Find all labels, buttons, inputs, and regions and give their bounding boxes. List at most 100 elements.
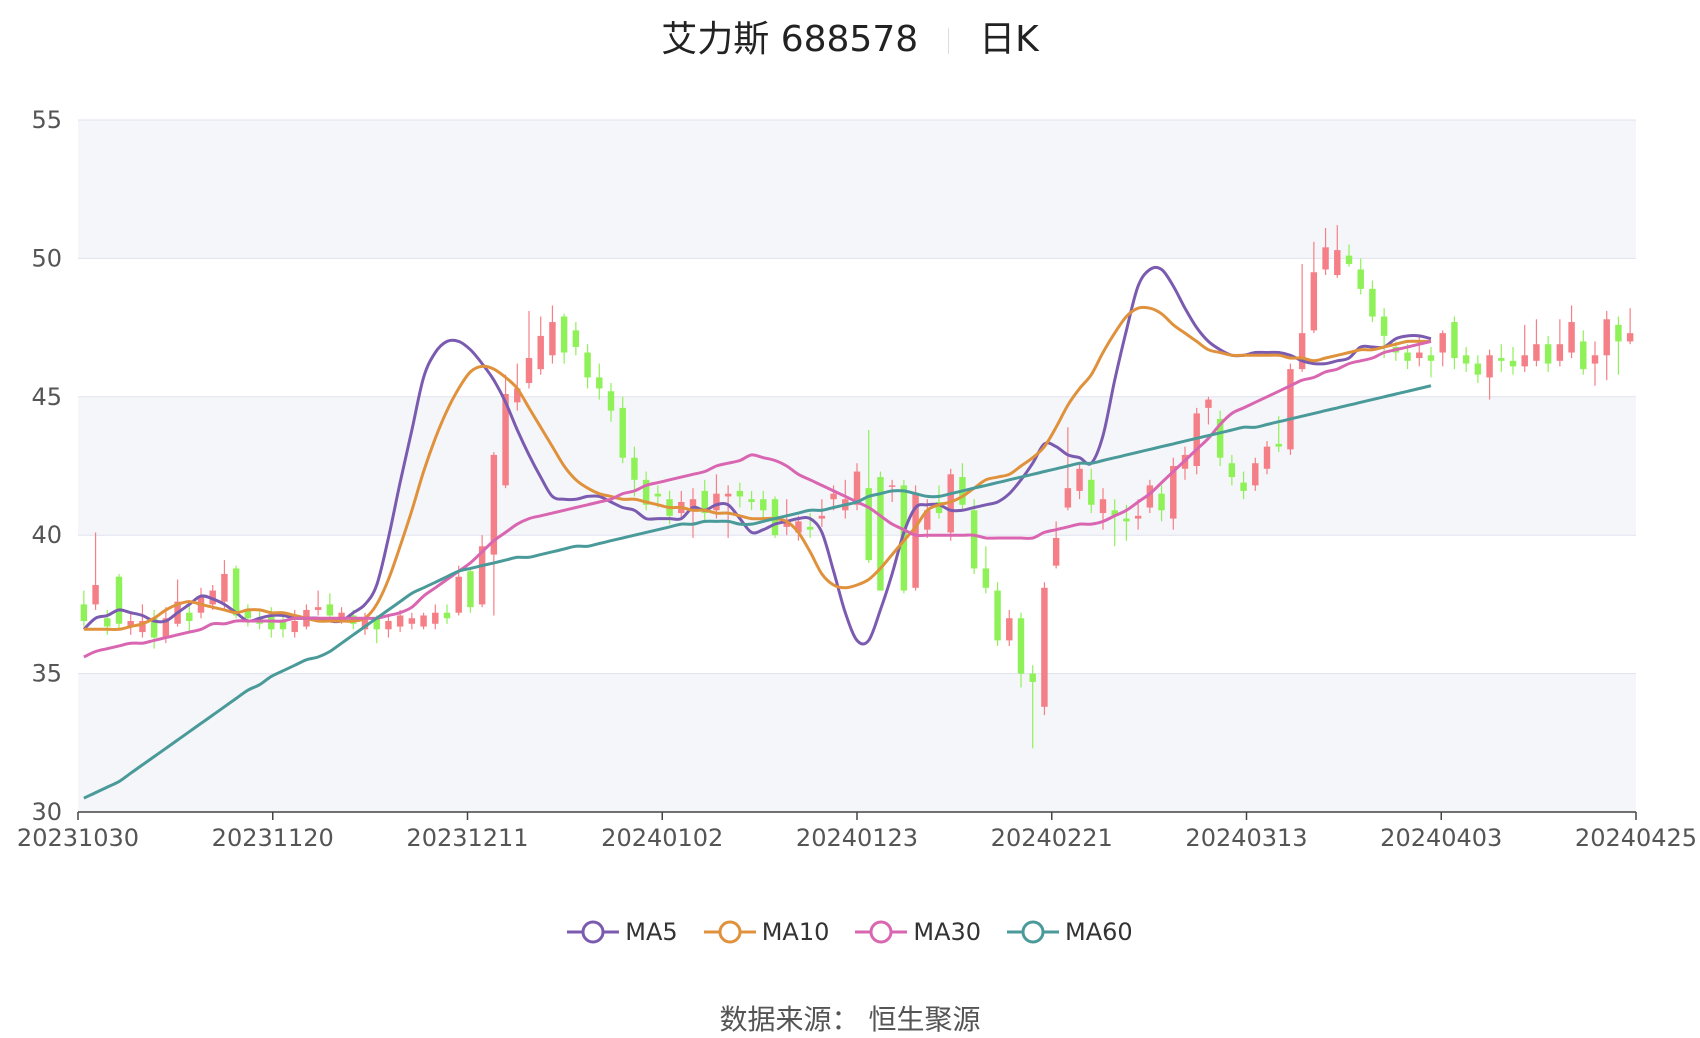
candle-body bbox=[1345, 255, 1353, 264]
candle-body bbox=[900, 485, 908, 591]
kline-chart: 30 35 40 45 50 55 20231030 20231120 20231211 2024… bbox=[17, 106, 1697, 852]
candle-body bbox=[1146, 485, 1154, 508]
legend-label: MA30 bbox=[913, 918, 982, 946]
candle-body bbox=[1170, 466, 1177, 519]
x-tick-label: 20231030 bbox=[17, 824, 139, 852]
candle-body bbox=[1591, 355, 1599, 364]
candle-body bbox=[1052, 537, 1060, 566]
candle-body bbox=[830, 493, 837, 500]
candle-body bbox=[877, 477, 884, 591]
legend-marker bbox=[855, 920, 908, 944]
candle-body bbox=[361, 618, 369, 630]
candle-body bbox=[1275, 443, 1282, 447]
x-tick-label: 20240313 bbox=[1185, 824, 1307, 852]
candle-body bbox=[1521, 355, 1528, 367]
candle-body bbox=[1216, 418, 1224, 458]
candle-body bbox=[1580, 341, 1587, 370]
candle-body bbox=[1369, 288, 1376, 317]
y-tick-label: 35 bbox=[31, 660, 62, 688]
candle-body bbox=[584, 352, 591, 378]
candle-body bbox=[783, 521, 790, 527]
candle-body bbox=[549, 322, 556, 356]
x-tick-label: 20240403 bbox=[1380, 824, 1502, 852]
candle-body bbox=[514, 388, 521, 403]
x-tick-label: 20240123 bbox=[796, 824, 918, 852]
candle-body bbox=[994, 590, 1001, 641]
chart-title: 艾力斯 688578 日K bbox=[0, 10, 1700, 62]
candle-body bbox=[432, 612, 439, 624]
legend-item-ma60[interactable]: MA60 bbox=[1007, 918, 1133, 946]
candle-body bbox=[935, 501, 943, 514]
candle-body bbox=[924, 510, 931, 530]
legend-marker bbox=[1007, 920, 1060, 944]
candle-body bbox=[478, 546, 486, 605]
candle-body bbox=[1076, 468, 1083, 491]
candle-body bbox=[654, 493, 662, 497]
x-tick-label: 20240221 bbox=[991, 824, 1113, 852]
candle-body bbox=[1088, 479, 1095, 505]
candle-body bbox=[443, 612, 451, 619]
legend-label: MA10 bbox=[761, 918, 830, 946]
candle-body bbox=[1533, 344, 1540, 361]
candle-body bbox=[150, 618, 158, 638]
candle-body bbox=[1568, 322, 1575, 353]
legend-item-ma30[interactable]: MA30 bbox=[855, 918, 981, 946]
candle-body bbox=[396, 615, 404, 627]
candle-body bbox=[525, 358, 533, 383]
candle-body bbox=[537, 335, 544, 370]
candle-body bbox=[1158, 493, 1165, 511]
candle-body bbox=[408, 618, 416, 624]
candle-body bbox=[314, 607, 322, 610]
candle-body bbox=[1474, 363, 1482, 375]
candle-body bbox=[455, 576, 462, 613]
title-separator bbox=[948, 28, 950, 54]
candle-body bbox=[1462, 355, 1470, 364]
candle-body bbox=[1263, 446, 1271, 469]
y-tick-label: 30 bbox=[31, 798, 62, 826]
candle-body bbox=[736, 490, 744, 497]
legend-item-ma10[interactable]: MA10 bbox=[703, 918, 830, 946]
candle-body bbox=[1123, 518, 1130, 522]
candle-body bbox=[1615, 324, 1622, 342]
candle-body bbox=[1134, 515, 1142, 519]
candle-body bbox=[326, 604, 334, 616]
legend: MA5 MA10 MA30 MA60 bbox=[0, 918, 1700, 946]
candle-body bbox=[1252, 463, 1259, 486]
candle-body bbox=[420, 615, 427, 627]
candle-body bbox=[689, 499, 697, 508]
candle-body bbox=[1298, 333, 1306, 370]
candle-body bbox=[1287, 369, 1294, 450]
legend-label: MA5 bbox=[625, 918, 678, 946]
y-tick-label: 55 bbox=[31, 106, 62, 134]
legend-item-ma5[interactable]: MA5 bbox=[567, 918, 678, 946]
candle-body bbox=[701, 490, 708, 514]
candle-body bbox=[642, 479, 650, 505]
candle-body bbox=[80, 604, 88, 622]
candle-body bbox=[631, 457, 638, 480]
candle-body bbox=[232, 568, 240, 616]
candle-body bbox=[1427, 355, 1435, 361]
candle-body bbox=[1228, 463, 1236, 478]
stock-code: 688578 bbox=[780, 19, 919, 60]
candle-body bbox=[596, 377, 603, 389]
candle-body bbox=[1556, 344, 1564, 361]
candle-body bbox=[1416, 352, 1423, 359]
candle-body bbox=[1064, 488, 1072, 508]
x-tick-label: 20231120 bbox=[212, 824, 334, 852]
candle-body bbox=[1486, 355, 1493, 378]
plot-band bbox=[78, 673, 1636, 812]
candle-body bbox=[104, 618, 111, 627]
candle-body bbox=[244, 609, 252, 619]
series-line-ma30 bbox=[83, 339, 1432, 659]
candle-body bbox=[92, 585, 99, 605]
candle-body bbox=[1451, 322, 1458, 359]
candle-body bbox=[795, 521, 802, 533]
x-tick-label: 20240102 bbox=[601, 824, 723, 852]
x-tick-label: 20240425 bbox=[1575, 824, 1697, 852]
legend-marker bbox=[703, 920, 756, 944]
candle-body bbox=[572, 330, 580, 347]
candle-body bbox=[373, 618, 380, 630]
candle-body bbox=[560, 316, 568, 353]
candle-body bbox=[1380, 316, 1388, 336]
candle-body bbox=[139, 621, 146, 633]
